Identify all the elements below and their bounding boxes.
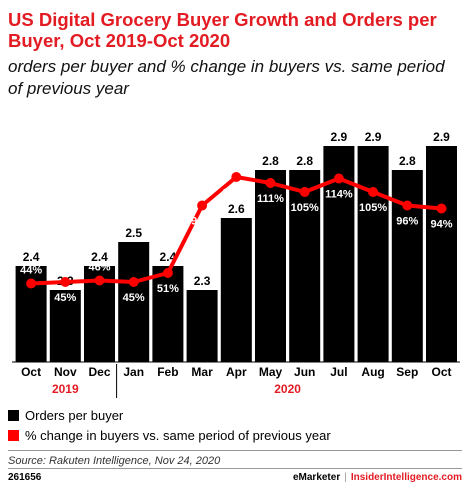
brand-separator: |	[344, 472, 347, 483]
x-tick-label: Jan	[123, 365, 144, 379]
brand-emarketer: eMarketer	[292, 472, 341, 483]
x-tick-label: Oct	[21, 365, 41, 379]
x-tick-label: Dec	[88, 365, 110, 379]
footer-divider	[8, 450, 462, 451]
line-value-label: 115%	[223, 187, 251, 199]
source-note: Source: Rakuten Intelligence, Nov 24, 20…	[8, 455, 221, 467]
bar-orders-per-buyer	[391, 170, 423, 362]
x-tick-label: Jun	[294, 365, 315, 379]
brand-insider: InsiderIntelligence.com	[350, 472, 462, 483]
legend-item-orders: Orders per buyer	[8, 408, 123, 423]
bar-value-label: 2.3	[194, 274, 211, 288]
chart-subtitle: orders per buyer and % change in buyers …	[8, 57, 445, 98]
year-group-label: 2019	[52, 382, 79, 396]
line-value-label: 45%	[54, 292, 76, 304]
bar-value-label: 2.4	[91, 250, 108, 264]
line-point-change	[162, 268, 173, 278]
x-tick-label: Feb	[157, 365, 178, 379]
line-point-change	[402, 200, 413, 211]
bar-orders-per-buyer	[426, 146, 457, 362]
x-tick-label: Aug	[361, 365, 384, 379]
line-point-change	[368, 187, 379, 197]
bar-orders-per-buyer	[118, 242, 150, 362]
line-value-label: 111%	[257, 193, 284, 205]
bar-value-label: 2.4	[23, 250, 40, 264]
bar-orders-per-buyer	[220, 218, 252, 362]
chart-plot: 2.42.32.42.52.42.32.62.82.82.92.92.82.94…	[12, 130, 460, 398]
line-value-label: 96%	[396, 216, 418, 228]
legend-label-change: % change in buyers vs. same period of pr…	[25, 428, 331, 443]
footer-divider-2	[8, 468, 462, 469]
line-point-change	[94, 275, 105, 286]
brand-credit: eMarketer | InsiderIntelligence.com	[293, 472, 462, 483]
line-point-change	[299, 187, 310, 197]
year-group-label: 2020	[274, 382, 301, 396]
x-tick-label: Jul	[330, 365, 347, 379]
line-point-change	[436, 203, 447, 214]
line-point-change	[333, 173, 344, 184]
x-tick-label: Apr	[226, 365, 247, 379]
line-value-label: 105%	[359, 202, 387, 214]
bar-value-label: 2.8	[296, 154, 313, 168]
bar-value-label: 2.6	[228, 202, 245, 216]
legend-label-orders: Orders per buyer	[25, 408, 124, 423]
x-tick-label: Oct	[431, 365, 451, 379]
chart-id: 261656	[8, 472, 42, 483]
line-point-change	[60, 277, 71, 287]
line-value-label: 51%	[157, 283, 179, 295]
bar-value-label: 2.9	[433, 130, 450, 144]
legend-item-change: % change in buyers vs. same period of pr…	[8, 428, 331, 443]
line-value-label: 45%	[123, 292, 145, 304]
line-point-change	[197, 200, 208, 211]
line-value-label: 44%	[20, 265, 42, 277]
line-value-label: 94%	[430, 219, 452, 231]
line-value-label: 46%	[88, 262, 110, 274]
line-value-label: 96%	[191, 216, 213, 228]
line-value-label: 114%	[325, 189, 353, 201]
bar-value-label: 2.5	[125, 226, 142, 240]
bar-orders-per-buyer	[49, 290, 81, 362]
line-point-change	[265, 178, 276, 188]
bar-value-label: 2.9	[331, 130, 348, 144]
bar-orders-per-buyer	[255, 170, 286, 362]
bar-orders-per-buyer	[289, 170, 321, 362]
line-point-change	[128, 277, 139, 287]
bar-value-label: 2.8	[399, 154, 416, 168]
legend-swatch-change	[8, 430, 19, 441]
bar-orders-per-buyer	[186, 290, 218, 362]
bar-orders-per-buyer	[152, 266, 184, 362]
bar-value-label: 2.9	[365, 130, 382, 144]
line-point-change	[231, 172, 242, 182]
line-value-label: 105%	[291, 202, 319, 214]
bar-value-label: 2.8	[262, 154, 279, 168]
chart-title: US Digital Grocery Buyer Growth and Orde…	[8, 9, 437, 51]
x-tick-label: May	[259, 365, 283, 379]
legend-swatch-orders	[8, 410, 19, 421]
line-point-change	[26, 278, 37, 289]
x-tick-label: Sep	[396, 365, 418, 379]
x-tick-label: Mar	[191, 365, 213, 379]
bar-orders-per-buyer	[357, 146, 389, 362]
x-tick-label: Nov	[54, 365, 77, 379]
